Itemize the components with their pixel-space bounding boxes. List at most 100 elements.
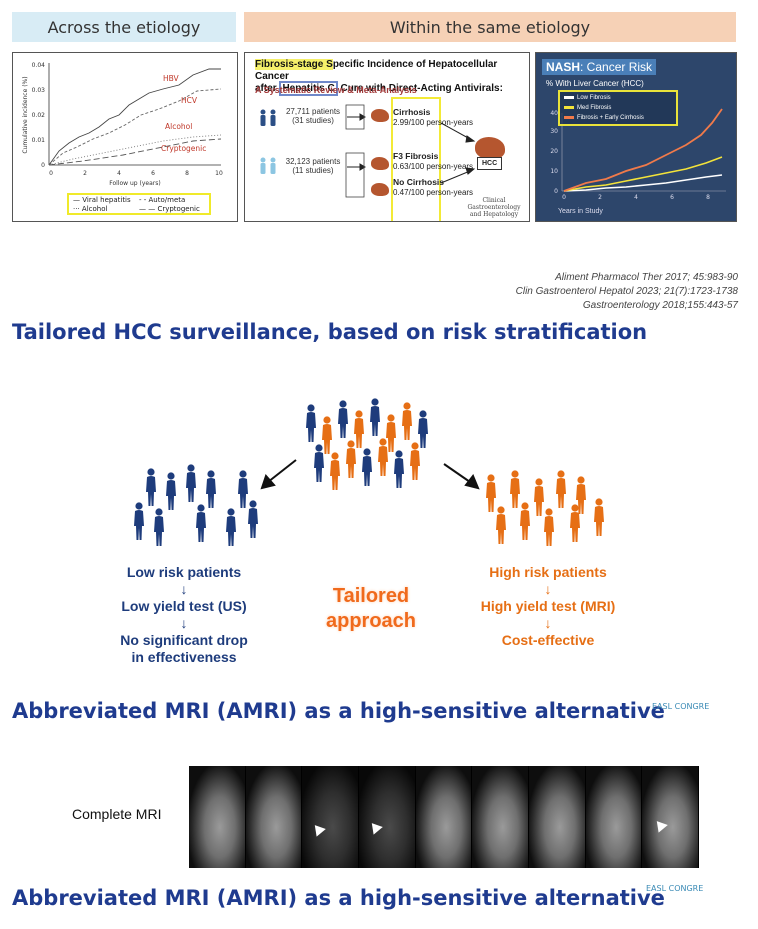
x-tick: 8 [706,194,710,201]
x-tick: 6 [151,170,155,177]
med-fibrosis-line [563,156,723,192]
x-tick: 4 [634,194,638,201]
citation-3: Gastroenterology 2018;155:443-57 [582,300,738,311]
legend-item: ··· Alcohol [73,205,108,213]
citation-1: Aliment Pharmacol Ther 2017; 45:983-90 [555,272,738,283]
high-outcome-label: Cost-effective [501,632,595,648]
hcv-metaanalysis-panel: Fibrosis-stage Specific Incidence of Hep… [244,52,530,222]
lesion-arrow-icon [367,819,383,835]
metaanalysis-subtitle: A Systematic Review & Meta-Analysis [255,85,417,95]
cohort2-info: 32,123 patients (11 studies) [285,157,341,175]
mri-image-strip [189,766,700,868]
high-risk-column: High risk patients ↓ High yield test (MR… [458,564,638,649]
lesion-arrow-icon [652,817,669,833]
cumulative-incidence-panel: 0 0.01 0.02 0.03 0.04 0 2 4 6 8 10 Follo… [12,52,238,222]
y-tick: 0.03 [32,87,46,94]
low-fibrosis-line [563,174,723,192]
mri-slice [189,766,246,868]
y-tick: 0.01 [32,137,46,144]
header-within-etiology: Within the same etiology [244,12,736,42]
metaanalysis-title: Fibrosis-stage Specific Incidence of Hep… [255,59,503,96]
y-tick: 20 [550,148,558,155]
flow-arrows [345,104,476,198]
low-risk-column: Low risk patients ↓ Low yield test (US) … [100,564,268,666]
x-tick: 8 [185,170,189,177]
alcohol-label: Alcohol [165,122,192,131]
y-axis-label: Cumulative incidence (%) [22,76,29,153]
mri-slice [472,766,530,868]
cohort1-info: 27,711 patients (31 studies) [285,107,341,125]
y-tick: 30 [550,128,558,135]
cirrhosis-line [563,108,723,192]
mri-slice [245,766,303,868]
hcv-curve [48,88,222,166]
people-icon [257,157,281,174]
citation-2: Clin Gastroenterol Hepatol 2023; 21(7):1… [515,286,738,297]
high-yield-test-label: High yield test (MRI) [480,598,616,614]
x-tick: 10 [215,170,223,177]
crowd-illustration [134,398,604,546]
header-across-etiology: Across the etiology [12,12,236,42]
y-tick: 0 [41,162,45,169]
liver-icon [371,157,389,170]
highlight-box [391,97,441,221]
x-tick: 0 [562,194,566,201]
y-tick: 10 [550,168,558,175]
legend-item: - - Auto/meta [139,196,186,204]
hbv-curve [48,68,221,166]
y-tick: 0 [554,188,558,195]
low-yield-test-label: Low yield test (US) [121,598,247,614]
legend-item: Med Fibrosis [564,103,672,113]
people-icon [257,109,281,126]
cumulative-incidence-chart: 0 0.01 0.02 0.03 0.04 0 2 4 6 8 10 Follo… [22,62,223,187]
down-arrow-icon: ↓ [544,615,552,631]
low-risk-label: Low risk patients [126,564,242,580]
high-risk-label: High risk patients [489,564,607,580]
y-tick: 0.04 [32,62,46,69]
cirrhosis-rate: Cirrhosis 2.99/100 person-years [393,107,474,127]
amri-title-2: Abbreviated MRI (AMRI) as a high-sensiti… [12,886,665,910]
easl-logo: EASL CONGRE [652,702,710,711]
high-risk-crowd [486,470,604,546]
chart-legend: — Viral hepatitis - - Auto/meta ··· Alco… [67,193,211,215]
mri-slice [302,766,360,868]
x-tick: 6 [670,194,674,201]
low-risk-crowd [134,464,258,546]
alcohol-curve [48,134,222,166]
nash-x-label: Years in Study [558,208,603,215]
mri-slice [415,766,473,868]
journal-logo: Clinical Gastroenterology and Hepatology [467,197,521,218]
legend-item: Fibrosis + Early Cirrhosis [564,113,672,123]
down-arrow-icon: ↓ [180,615,188,631]
liver-icon [371,183,389,196]
down-arrow-icon: ↓ [180,581,188,597]
nash-risk-panel: NASH: Cancer Risk % With Liver Cancer (H… [535,52,737,222]
low-outcome-label: No significant drop in effectiveness [120,632,248,665]
cryptogenic-label: Cryptogenic [161,144,206,153]
hcv-label: HCV [181,96,198,105]
hbv-label: HBV [163,74,180,83]
y-tick: 0.02 [32,112,46,119]
legend-item: Low Fibrosis [564,93,672,103]
nash-chart: 0 10 20 30 40 0 2 4 6 8 [550,108,726,201]
mri-slice [359,766,416,868]
f3-fibrosis-rate: F3 Fibrosis 0.63/100 person-years [393,151,474,171]
no-cirrhosis-rate: No Cirrhosis 0.47/100 person-years [393,177,474,197]
tailored-approach-label: Tailored approach [325,585,417,632]
mri-slice [585,766,643,868]
liver-icon [371,109,389,122]
mixed-crowd [306,398,428,490]
hcc-box: HCC [477,157,503,170]
x-tick: 2 [598,194,602,201]
x-tick: 0 [49,170,53,177]
easl-logo: EASL CONGRE [646,884,704,893]
x-tick: 4 [117,170,121,177]
legend-item: — Viral hepatitis [73,196,131,204]
lesion-arrow-icon [310,821,327,837]
x-axis-label: Follow up (years) [109,180,160,187]
y-tick: 40 [550,110,558,117]
amri-title-1: Abbreviated MRI (AMRI) as a high-sensiti… [12,699,665,723]
nash-legend: Low Fibrosis Med Fibrosis Fibrosis + Ear… [558,90,678,126]
mri-slice [529,766,586,868]
main-title: Tailored HCC surveillance, based on risk… [12,320,648,344]
